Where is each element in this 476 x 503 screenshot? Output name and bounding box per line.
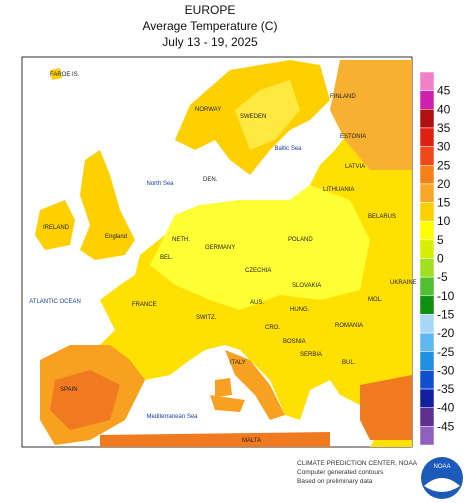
legend-swatch bbox=[419, 165, 435, 185]
place-label: DEN. bbox=[203, 177, 218, 183]
place-label: FRANCE bbox=[132, 302, 157, 308]
legend-swatch bbox=[419, 407, 435, 427]
legend-label: 10 bbox=[437, 214, 451, 228]
legend-label: 5 bbox=[437, 233, 444, 247]
legend-label: -20 bbox=[437, 326, 455, 340]
legend-label: 0 bbox=[437, 252, 444, 266]
legend-swatch bbox=[419, 295, 435, 315]
warm-zone bbox=[235, 80, 300, 150]
logo-text: NOAA bbox=[433, 464, 450, 470]
legend-label: -35 bbox=[437, 382, 455, 396]
hotter-zone bbox=[360, 375, 412, 440]
hotter-zone bbox=[50, 370, 120, 430]
legend-swatch bbox=[419, 388, 435, 408]
legend-swatch bbox=[419, 202, 435, 222]
subtitle: Average Temperature (C) bbox=[143, 19, 278, 33]
legend-swatch bbox=[419, 276, 435, 297]
hot-zone bbox=[225, 350, 285, 420]
land bbox=[35, 200, 75, 250]
sea-label: Baltic Sea bbox=[274, 146, 302, 152]
place-label: AUS. bbox=[250, 300, 264, 306]
legend-swatch bbox=[419, 146, 435, 166]
place-label: GERMANY bbox=[205, 245, 235, 251]
labels: FAROE IS. FINLAND NORWAY SWEDEN ESTONIA LATVI… bbox=[29, 72, 416, 444]
place-label: NORWAY bbox=[195, 107, 221, 113]
map bbox=[21, 56, 413, 448]
place-label: LATVIA bbox=[345, 164, 365, 170]
legend-label: -40 bbox=[437, 401, 455, 415]
place-label: CZECHIA bbox=[245, 268, 271, 274]
place-label: SWEDEN bbox=[240, 114, 266, 120]
logo-wave bbox=[424, 478, 460, 492]
legend-label: 20 bbox=[437, 177, 451, 191]
footer: CLIMATE PREDICTION CENTER, NOAA bbox=[297, 460, 418, 467]
place-label: BOSNIA bbox=[283, 339, 306, 345]
legend-swatch bbox=[419, 239, 435, 259]
hot-zone bbox=[330, 60, 412, 170]
place-label: MALTA bbox=[242, 438, 261, 444]
place-label: POLAND bbox=[288, 237, 313, 243]
land bbox=[50, 68, 62, 80]
place-label: ITALY bbox=[230, 360, 246, 366]
land bbox=[80, 150, 135, 260]
place-label: CRO. bbox=[265, 325, 280, 331]
legend-label: 45 bbox=[437, 84, 451, 98]
title: EUROPE bbox=[185, 3, 236, 17]
legend-label: -25 bbox=[437, 345, 455, 359]
legend-label: -15 bbox=[437, 307, 455, 321]
legend-swatch bbox=[419, 220, 435, 241]
place-label: SWITZ. bbox=[196, 315, 217, 321]
legend-swatch bbox=[419, 314, 435, 334]
place-label: IRELAND bbox=[43, 225, 70, 231]
place-label: FINLAND bbox=[330, 94, 356, 100]
place-label: UKRAINE bbox=[390, 280, 417, 286]
place-label: SERBIA bbox=[300, 352, 322, 358]
land bbox=[100, 432, 330, 447]
place-label: SLOVAKIA bbox=[292, 283, 321, 289]
legend-label: 15 bbox=[437, 196, 451, 210]
place-label: FAROE IS. bbox=[50, 72, 80, 78]
date: July 13 - 19, 2025 bbox=[162, 35, 258, 49]
place-label: BEL. bbox=[160, 255, 173, 261]
legend-swatch bbox=[419, 332, 435, 353]
legend-swatch bbox=[419, 109, 435, 129]
sea-label: Mediterranean Sea bbox=[146, 414, 198, 420]
place-label: BUL. bbox=[342, 360, 356, 366]
place-label: BELARUS bbox=[368, 214, 396, 220]
legend-label: -30 bbox=[437, 363, 455, 377]
legend-swatch bbox=[419, 90, 435, 110]
sea-label: North Sea bbox=[146, 181, 174, 187]
legend-swatch bbox=[419, 127, 435, 147]
legend-swatch bbox=[419, 370, 435, 390]
legend: 45 40 35 30 25 20 15 10 5 0 -5 -10 -15 -20 -25 -30 -35 -4… bbox=[419, 71, 455, 446]
legend-swatch bbox=[419, 258, 435, 278]
footer: Computer generated contours bbox=[297, 469, 384, 476]
legend-swatch bbox=[419, 426, 435, 446]
legend-label: -5 bbox=[437, 270, 448, 284]
place-label: SPAIN bbox=[60, 387, 78, 393]
footer: Based on preliminary data bbox=[297, 478, 373, 485]
legend-swatch bbox=[419, 71, 435, 91]
place-label: HUNG. bbox=[290, 307, 310, 313]
place-label: NETH. bbox=[172, 237, 190, 243]
place-label: ROMANIA bbox=[335, 323, 363, 329]
land bbox=[215, 378, 232, 397]
legend-label: -45 bbox=[437, 419, 455, 433]
legend-label: 40 bbox=[437, 102, 451, 116]
place-label: ESTONIA bbox=[340, 134, 366, 140]
warm-zone bbox=[150, 185, 370, 310]
legend-label: 25 bbox=[437, 158, 451, 172]
legend-label: -10 bbox=[437, 289, 455, 303]
legend-swatch bbox=[419, 183, 435, 203]
place-label: LITHUANIA bbox=[323, 187, 354, 193]
legend-swatch bbox=[419, 351, 435, 371]
land bbox=[210, 395, 245, 412]
place-label: MOL. bbox=[368, 297, 383, 303]
place-label: England bbox=[105, 234, 127, 240]
legend-label: 30 bbox=[437, 140, 451, 154]
sea-label: ATLANTIC OCEAN bbox=[29, 299, 81, 305]
legend-label: 35 bbox=[437, 121, 451, 135]
